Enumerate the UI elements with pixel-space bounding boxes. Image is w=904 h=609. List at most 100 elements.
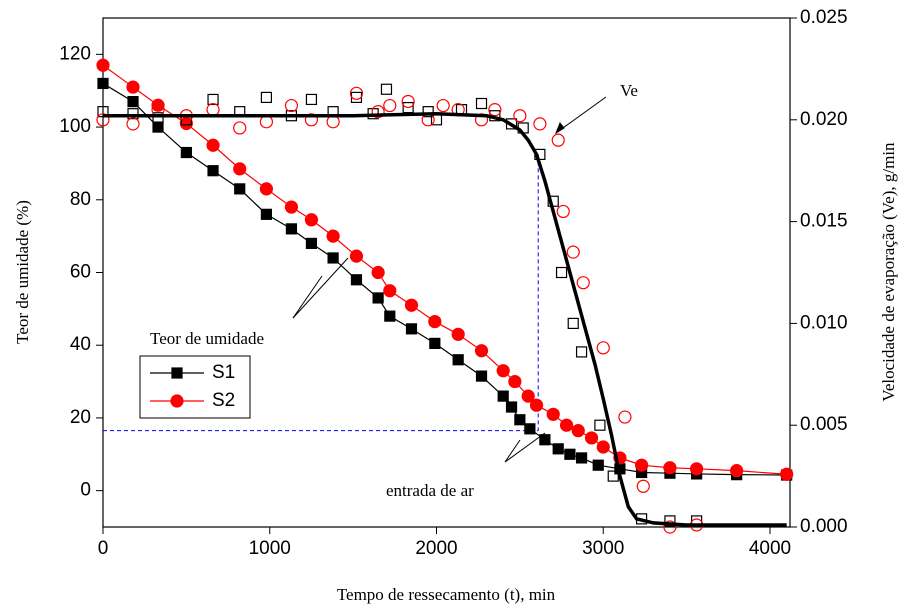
marker <box>594 419 606 431</box>
marker <box>584 431 599 445</box>
marker <box>180 146 192 159</box>
y2-axis-label: Velocidade de evaporação (Ve), g/min <box>879 142 898 402</box>
marker <box>259 182 274 196</box>
marker <box>564 448 576 460</box>
marker <box>780 467 794 481</box>
y-tick-label: 20 <box>70 407 91 428</box>
x-tick-label: 3000 <box>582 538 624 559</box>
y-tick-label: 0 <box>80 480 91 501</box>
marker <box>152 121 164 133</box>
marker <box>514 414 526 426</box>
annotation: entrada de ar <box>386 481 474 500</box>
x-tick-label: 4000 <box>749 538 791 559</box>
marker <box>474 344 489 358</box>
marker <box>206 138 220 152</box>
marker <box>350 274 363 286</box>
marker <box>350 91 363 104</box>
marker <box>551 133 565 147</box>
marker <box>349 249 364 263</box>
marker <box>555 266 568 279</box>
x-tick-label: 1000 <box>249 538 291 559</box>
marker <box>304 113 319 127</box>
marker <box>497 390 509 402</box>
arrow <box>292 257 349 319</box>
annotation: Ve <box>620 81 638 100</box>
marker <box>575 346 588 358</box>
y2-tick-label: 0.015 <box>800 211 848 232</box>
marker <box>488 103 502 117</box>
marker <box>372 292 384 304</box>
marker <box>505 401 518 413</box>
annotation: Teor de umidade <box>150 329 264 348</box>
y2-tick-label: 0.005 <box>800 414 848 435</box>
marker <box>233 162 247 176</box>
marker <box>533 117 547 131</box>
arrow <box>555 96 607 134</box>
marker <box>634 458 649 472</box>
marker <box>422 106 434 118</box>
marker <box>636 479 650 493</box>
marker <box>233 121 247 135</box>
marker <box>383 98 397 113</box>
marker <box>349 86 364 100</box>
y2-tick-label: 0.020 <box>800 109 848 130</box>
legend-label: S2 <box>212 390 235 411</box>
marker <box>566 245 580 259</box>
series <box>97 77 793 481</box>
marker <box>663 461 677 475</box>
marker <box>663 520 677 534</box>
marker <box>260 208 273 220</box>
marker <box>234 183 246 195</box>
marker <box>571 424 585 438</box>
marker <box>592 459 604 471</box>
marker <box>284 98 299 113</box>
marker <box>567 317 579 329</box>
series <box>103 111 787 527</box>
y2-tick-label: 0.010 <box>800 312 848 333</box>
marker <box>429 337 441 349</box>
marker <box>664 515 676 527</box>
y-tick-label: 100 <box>59 116 91 137</box>
arrow <box>292 275 323 319</box>
marker <box>371 265 385 280</box>
legend-label: S1 <box>212 362 235 383</box>
marker <box>575 452 588 464</box>
marker <box>326 115 340 129</box>
marker <box>207 165 219 177</box>
marker <box>305 237 318 250</box>
marker <box>384 310 396 322</box>
marker <box>206 103 220 117</box>
marker <box>127 96 139 108</box>
marker <box>475 97 488 110</box>
marker <box>730 464 744 478</box>
marker <box>259 115 274 129</box>
marker <box>690 462 704 476</box>
fit-line <box>103 111 787 527</box>
marker <box>576 276 590 290</box>
legend-box <box>139 355 251 419</box>
arrow-head <box>554 122 565 135</box>
y-tick-label: 40 <box>70 334 91 355</box>
marker <box>513 109 527 123</box>
marker <box>327 252 339 264</box>
marker <box>126 117 140 131</box>
marker <box>596 440 610 454</box>
marker <box>428 314 442 329</box>
marker <box>596 341 610 355</box>
marker <box>304 213 319 227</box>
plot-frame <box>102 17 791 528</box>
marker <box>539 434 551 446</box>
marker <box>326 229 340 243</box>
x-axis-label: Tempo de ressecamento (t), min <box>337 585 556 604</box>
marker <box>508 374 522 389</box>
marker <box>475 370 488 382</box>
legend-marker <box>171 367 183 379</box>
y-tick-label: 60 <box>70 262 91 283</box>
y2-tick-label: 0.025 <box>800 7 848 28</box>
marker <box>404 298 419 312</box>
y-tick-label: 80 <box>70 189 91 210</box>
marker <box>305 93 318 106</box>
marker <box>529 398 544 412</box>
arrow <box>504 432 546 463</box>
